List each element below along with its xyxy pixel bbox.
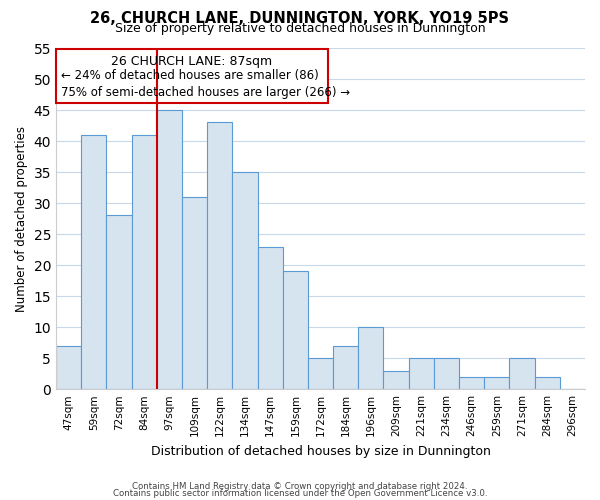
Bar xyxy=(56,346,81,389)
Text: 75% of semi-detached houses are larger (266) →: 75% of semi-detached houses are larger (… xyxy=(61,86,350,99)
Bar xyxy=(308,358,333,389)
Text: ← 24% of detached houses are smaller (86): ← 24% of detached houses are smaller (86… xyxy=(61,70,319,82)
Y-axis label: Number of detached properties: Number of detached properties xyxy=(15,126,28,312)
Bar xyxy=(509,358,535,389)
Bar xyxy=(383,370,409,389)
Bar xyxy=(535,377,560,389)
Bar xyxy=(131,135,157,389)
Text: Contains public sector information licensed under the Open Government Licence v3: Contains public sector information licen… xyxy=(113,488,487,498)
Bar xyxy=(283,272,308,389)
Text: 26, CHURCH LANE, DUNNINGTON, YORK, YO19 5PS: 26, CHURCH LANE, DUNNINGTON, YORK, YO19 … xyxy=(91,11,509,26)
Text: Size of property relative to detached houses in Dunnington: Size of property relative to detached ho… xyxy=(115,22,485,35)
Bar xyxy=(484,377,509,389)
Bar xyxy=(56,49,328,102)
Bar xyxy=(409,358,434,389)
Bar xyxy=(358,327,383,389)
Bar xyxy=(106,216,131,389)
Text: Contains HM Land Registry data © Crown copyright and database right 2024.: Contains HM Land Registry data © Crown c… xyxy=(132,482,468,491)
Bar xyxy=(232,172,257,389)
Bar xyxy=(257,246,283,389)
Bar xyxy=(81,135,106,389)
Bar xyxy=(157,110,182,389)
Bar xyxy=(207,122,232,389)
Bar xyxy=(182,197,207,389)
Text: 26 CHURCH LANE: 87sqm: 26 CHURCH LANE: 87sqm xyxy=(112,55,272,68)
Bar xyxy=(459,377,484,389)
X-axis label: Distribution of detached houses by size in Dunnington: Distribution of detached houses by size … xyxy=(151,444,490,458)
Bar xyxy=(333,346,358,389)
Bar xyxy=(434,358,459,389)
